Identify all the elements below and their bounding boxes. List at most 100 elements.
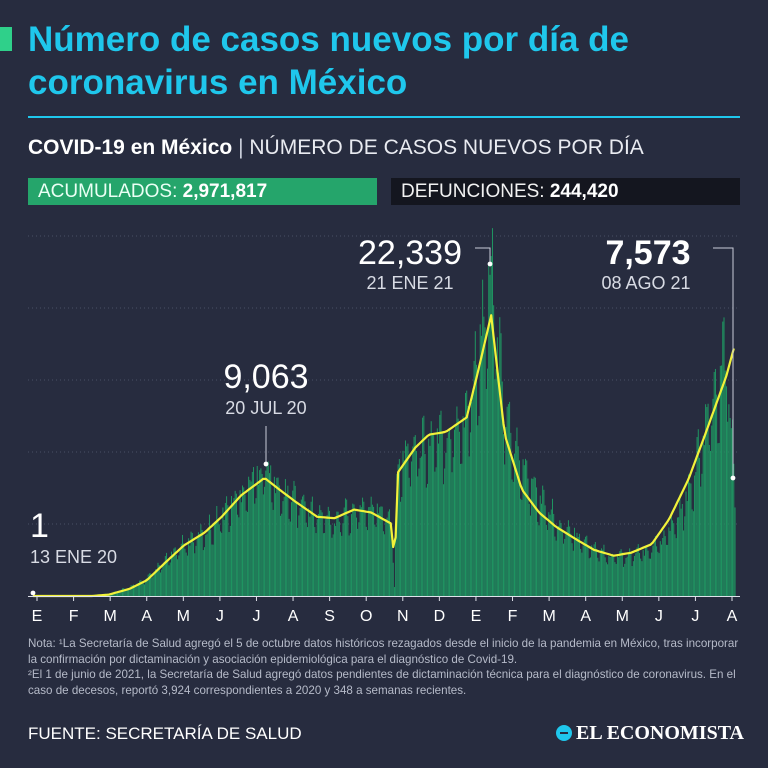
case-bar xyxy=(425,487,427,596)
case-bar xyxy=(727,421,729,596)
case-bar xyxy=(125,590,127,596)
annotation-value: 22,339 xyxy=(358,234,462,272)
case-bar xyxy=(286,493,288,596)
case-bar xyxy=(270,465,272,596)
case-bar xyxy=(299,508,301,596)
case-bar xyxy=(550,509,552,596)
case-bar xyxy=(532,478,534,596)
case-bar xyxy=(338,521,340,596)
case-bar xyxy=(206,533,208,596)
acumulados-value: 2,971,817 xyxy=(182,181,268,202)
case-bar xyxy=(289,521,291,596)
case-bar xyxy=(558,525,560,596)
case-bar xyxy=(411,461,413,596)
case-bar xyxy=(586,535,588,596)
case-bar xyxy=(379,507,381,596)
case-bar xyxy=(384,534,386,596)
case-bar xyxy=(665,544,667,596)
case-bar xyxy=(335,525,337,596)
case-bar xyxy=(364,512,366,596)
case-bar xyxy=(575,538,577,596)
case-bar xyxy=(479,324,481,596)
case-bar xyxy=(511,479,513,596)
subtitle-light: NÚMERO DE CASOS NUEVOS POR DÍA xyxy=(249,136,644,159)
case-bar xyxy=(185,552,187,596)
case-bar xyxy=(580,548,582,596)
case-bar xyxy=(253,467,255,596)
x-tick-label: A xyxy=(141,608,152,625)
case-bar xyxy=(549,514,551,596)
case-bar xyxy=(574,527,576,596)
case-bar xyxy=(231,496,232,596)
case-bar xyxy=(598,561,600,596)
case-bar xyxy=(435,467,437,596)
case-bar xyxy=(162,564,164,596)
case-bar xyxy=(593,544,595,596)
case-bar xyxy=(141,582,143,596)
case-bar xyxy=(178,555,180,596)
case-bar xyxy=(260,468,262,596)
case-bar xyxy=(329,510,330,596)
annotation-value: 1 xyxy=(30,507,49,545)
case-bar xyxy=(555,540,557,596)
case-bar xyxy=(659,541,661,596)
case-bar xyxy=(604,557,606,596)
case-bar xyxy=(632,561,634,596)
case-bar xyxy=(436,428,438,596)
case-bar xyxy=(670,515,672,596)
case-bar xyxy=(544,505,546,596)
case-bar xyxy=(375,526,377,596)
case-bar xyxy=(223,519,225,596)
case-bar xyxy=(208,514,210,596)
case-bar xyxy=(348,535,350,596)
case-bar xyxy=(673,523,675,596)
case-bar xyxy=(509,401,511,596)
case-bar xyxy=(305,522,307,596)
case-bar xyxy=(121,588,123,596)
case-bar xyxy=(175,554,177,596)
case-bar xyxy=(278,485,280,596)
case-bar xyxy=(605,562,607,596)
case-bar xyxy=(507,404,509,596)
case-bar xyxy=(387,511,389,596)
case-bar xyxy=(403,460,405,596)
case-bar xyxy=(449,430,451,596)
footnote: Nota: ¹La Secretaría de Salud agregó el … xyxy=(28,636,743,698)
case-bar xyxy=(730,428,732,596)
case-bar xyxy=(210,529,212,596)
case-bar xyxy=(646,547,648,596)
case-bar xyxy=(471,402,473,596)
case-bar xyxy=(362,497,364,596)
logo-text: EL ECONOMISTA xyxy=(576,722,744,744)
case-bar xyxy=(687,474,689,596)
case-bar xyxy=(226,496,228,596)
case-bar xyxy=(195,545,197,596)
case-bar xyxy=(465,392,466,596)
case-bar xyxy=(545,524,547,596)
case-bar xyxy=(626,556,628,596)
chart-subtitle: COVID-19 en México | NÚMERO DE CASOS NUE… xyxy=(28,136,644,160)
case-bar xyxy=(156,569,158,596)
defunciones-label: DEFUNCIONES: xyxy=(401,181,545,202)
case-bar xyxy=(131,585,133,596)
case-bar xyxy=(271,502,273,596)
case-bar xyxy=(133,584,134,596)
case-bar xyxy=(327,506,329,596)
case-bar xyxy=(416,450,417,596)
case-bar xyxy=(640,558,642,596)
case-bar xyxy=(476,364,477,596)
trend-line xyxy=(33,314,735,598)
title-accent-bar xyxy=(0,27,12,51)
case-bar xyxy=(521,499,523,596)
case-bar xyxy=(664,536,666,596)
case-bar xyxy=(159,572,161,596)
case-bar xyxy=(291,502,293,596)
case-bar xyxy=(552,498,553,596)
case-bar xyxy=(144,584,145,596)
case-bar xyxy=(716,394,718,596)
case-bar xyxy=(269,473,270,596)
case-bar xyxy=(168,565,170,596)
case-bar xyxy=(686,501,688,596)
case-bar xyxy=(124,588,126,596)
case-bar xyxy=(571,543,573,596)
